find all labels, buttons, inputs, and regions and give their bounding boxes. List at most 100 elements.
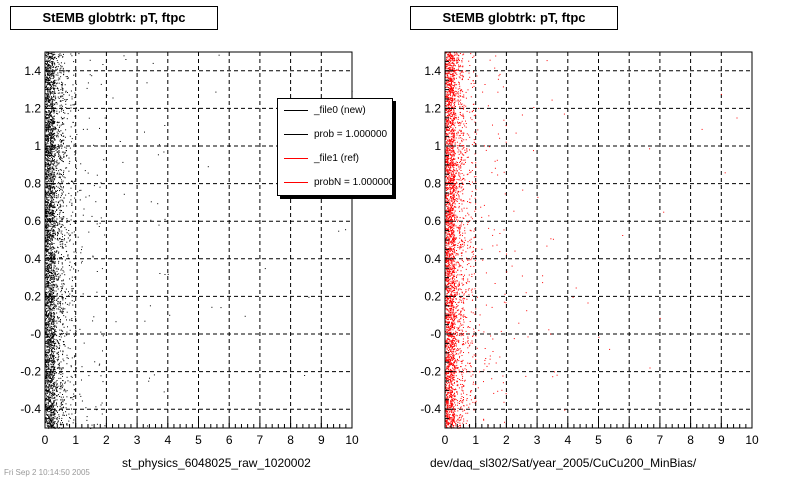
data-point	[48, 160, 50, 162]
data-point	[45, 407, 47, 409]
data-point	[73, 325, 75, 327]
data-point	[47, 349, 49, 351]
data-point	[52, 119, 54, 121]
data-point	[64, 382, 66, 384]
x-tick-label: 2	[103, 433, 110, 447]
data-point	[56, 270, 58, 272]
data-point	[83, 342, 85, 344]
data-point	[50, 235, 52, 237]
data-point	[53, 280, 55, 282]
data-point	[71, 295, 73, 296]
data-point	[448, 310, 450, 312]
data-point	[46, 122, 48, 124]
data-point	[56, 210, 58, 211]
data-point	[53, 369, 55, 370]
data-point	[453, 108, 455, 110]
data-point	[448, 363, 450, 365]
data-point	[450, 355, 452, 357]
data-point	[62, 404, 64, 405]
data-point	[52, 101, 54, 103]
data-point	[58, 90, 60, 91]
data-point	[54, 426, 56, 428]
data-point	[56, 69, 58, 71]
data-point	[47, 327, 48, 329]
data-point	[47, 185, 49, 187]
data-point	[50, 192, 52, 194]
data-point	[46, 93, 48, 95]
data-point	[56, 293, 58, 294]
data-point	[49, 294, 51, 296]
data-point	[450, 254, 452, 256]
data-point	[45, 406, 47, 408]
data-point	[61, 233, 63, 235]
data-point	[62, 56, 64, 58]
data-point	[46, 257, 48, 259]
data-point	[47, 165, 49, 167]
data-point	[55, 170, 57, 171]
data-point	[59, 68, 61, 70]
data-point	[104, 425, 106, 427]
data-point	[449, 259, 451, 261]
data-point	[453, 376, 455, 378]
data-point	[69, 235, 71, 237]
data-point	[57, 183, 59, 185]
data-point	[47, 231, 49, 233]
data-point	[450, 154, 452, 155]
data-point	[46, 292, 48, 294]
data-point	[64, 70, 66, 72]
data-point	[60, 301, 62, 303]
data-point	[452, 122, 454, 123]
data-point	[61, 109, 63, 110]
data-point	[50, 136, 52, 138]
data-point	[54, 397, 56, 399]
data-point	[58, 367, 60, 369]
data-point	[61, 239, 62, 241]
data-point	[52, 269, 54, 271]
data-point	[53, 361, 55, 363]
data-point	[51, 196, 52, 198]
data-point	[453, 349, 455, 351]
data-point	[446, 142, 448, 144]
data-point	[54, 257, 56, 259]
data-point	[52, 321, 54, 323]
data-point	[447, 338, 449, 340]
data-point	[453, 405, 455, 407]
data-point	[449, 392, 451, 394]
data-point	[53, 359, 55, 361]
data-point	[59, 230, 61, 232]
data-point	[58, 206, 60, 208]
data-point	[453, 271, 455, 273]
data-point	[54, 295, 56, 297]
data-point	[448, 261, 450, 263]
data-point	[55, 165, 57, 167]
data-point	[50, 111, 52, 113]
data-point	[69, 319, 71, 321]
data-point	[63, 143, 64, 145]
data-point	[47, 279, 48, 281]
data-point	[48, 374, 50, 376]
data-point	[447, 424, 449, 426]
data-point	[59, 125, 61, 127]
data-point	[60, 386, 62, 388]
data-point	[52, 281, 54, 283]
data-point	[55, 390, 57, 392]
data-point	[55, 97, 57, 99]
data-point	[62, 236, 63, 238]
data-point	[46, 102, 48, 104]
data-point	[448, 423, 450, 425]
data-point	[50, 212, 51, 214]
data-point	[55, 79, 57, 81]
data-point	[61, 385, 63, 387]
data-point	[451, 395, 453, 397]
data-point	[47, 369, 49, 371]
data-point	[59, 53, 61, 55]
data-point	[45, 131, 47, 133]
data-point	[55, 304, 57, 306]
data-point	[46, 179, 48, 181]
data-point	[50, 194, 52, 196]
data-point	[53, 122, 55, 124]
data-point	[149, 305, 151, 307]
data-point	[53, 271, 55, 273]
data-point	[57, 122, 59, 124]
data-point	[63, 283, 65, 285]
